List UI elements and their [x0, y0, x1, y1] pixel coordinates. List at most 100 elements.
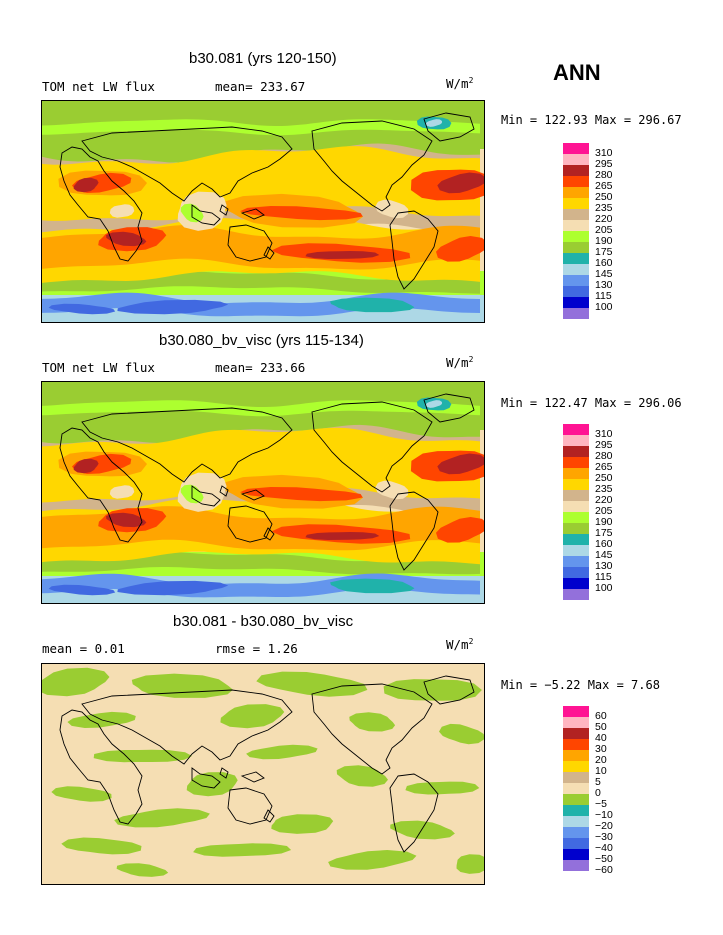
colorbar-swatch: [563, 187, 589, 198]
colorbar-tick-label: 20: [595, 754, 607, 766]
colorbar-swatch: [563, 253, 589, 264]
coastline: [240, 208, 265, 220]
coastline: [81, 689, 293, 765]
panel3-minmax: Min = −5.22 Max = 7.68: [501, 678, 660, 692]
coastline: [389, 491, 439, 571]
colorbar-tick-label: 250: [595, 472, 613, 484]
panel2-mean-label: mean= 233.66: [215, 360, 306, 375]
panel2-field-label: TOM net LW flux: [42, 360, 155, 375]
colorbar-swatch: [563, 534, 589, 545]
coastline: [191, 767, 221, 789]
colorbar-tick-label: 60: [595, 710, 607, 722]
colorbar-swatch: [563, 479, 589, 490]
colorbar-tick-label: 190: [595, 516, 613, 528]
coastline: [191, 204, 221, 226]
colorbar-tick-label: 10: [595, 765, 607, 777]
colorbar-swatch: [563, 220, 589, 231]
colorbar-tick-label: 205: [595, 224, 613, 236]
colorbar-swatch: [563, 176, 589, 187]
colorbar-swatch: [563, 706, 589, 717]
colorbar-tick-label: 100: [595, 582, 613, 594]
colorbar-tick-label: 50: [595, 721, 607, 733]
coastline: [59, 427, 143, 543]
colorbar-tick-label: 310: [595, 147, 613, 159]
coastline: [219, 204, 229, 216]
panel3-mean-label: mean = 0.01: [42, 641, 125, 656]
coastline: [263, 527, 275, 541]
colorbar-tick-label: 130: [595, 560, 613, 572]
colorbar-swatch: [563, 838, 589, 849]
colorbar-tick-label: 295: [595, 439, 613, 451]
coastline: [81, 407, 293, 483]
colorbar-swatch: [563, 468, 589, 479]
colorbar-swatch: [563, 308, 589, 319]
panel2-title: b30.080_bv_visc (yrs 115-134): [159, 332, 364, 349]
panel2-map: [41, 381, 485, 604]
coastline: [59, 709, 143, 825]
colorbar-swatch: [563, 209, 589, 220]
colorbar-swatch: [563, 567, 589, 578]
colorbar-tick-label: 220: [595, 213, 613, 225]
colorbar-swatch: [563, 286, 589, 297]
colorbar-swatch: [563, 490, 589, 501]
colorbar-tick-label: 130: [595, 279, 613, 291]
colorbar-swatch: [563, 589, 589, 600]
panel1-field-label: TOM net LW flux: [42, 79, 155, 94]
colorbar-swatch: [563, 783, 589, 794]
panel3-rmse-label: rmse = 1.26: [215, 641, 298, 656]
coastline: [423, 393, 475, 423]
colorbar-swatch: [563, 198, 589, 209]
colorbar-tick-label: 145: [595, 549, 613, 561]
colorbar-tick-label: 0: [595, 787, 601, 799]
colorbar-swatch: [563, 761, 589, 772]
colorbar-tick-label: 265: [595, 461, 613, 473]
coastline: [423, 112, 475, 142]
panel2-units: W/m2: [446, 355, 474, 371]
colorbar-tick-label: 280: [595, 450, 613, 462]
panel3-map: [41, 663, 485, 885]
colorbar-tick-label: 30: [595, 743, 607, 755]
colorbar-swatch: [563, 435, 589, 446]
colorbar-tick-label: −30: [595, 831, 613, 843]
panel3-title: b30.081 - b30.080_bv_visc: [173, 613, 354, 630]
coastline: [311, 401, 433, 493]
season-label: ANN: [553, 60, 601, 85]
colorbar-swatch: [563, 297, 589, 308]
panel1-colorbar: 310 295 280 265 250 235 220 205 190 175 160 145 130 1…: [563, 143, 613, 319]
panel2-map-svg: [42, 382, 484, 603]
colorbar-tick-label: 175: [595, 527, 613, 539]
coastline: [389, 210, 439, 290]
coastline: [81, 126, 293, 202]
colorbar-tick-label: 295: [595, 158, 613, 170]
colorbar-swatch: [563, 424, 589, 435]
colorbar-swatch: [563, 849, 589, 860]
colorbar-swatch: [563, 794, 589, 805]
colorbar-swatch: [563, 457, 589, 468]
colorbar-swatch: [563, 578, 589, 589]
coastline: [240, 771, 265, 783]
colorbar-swatch: [563, 860, 589, 871]
panel1-mean-label: mean= 233.67: [215, 79, 306, 94]
panel3-map-svg: [42, 664, 484, 884]
coastline: [311, 120, 433, 212]
colorbar-tick-label: 235: [595, 202, 613, 214]
coastline: [227, 224, 273, 262]
colorbar-tick-label: 160: [595, 257, 613, 269]
colorbar-tick-label: 265: [595, 180, 613, 192]
colorbar-tick-label: 145: [595, 268, 613, 280]
coastline: [227, 505, 273, 543]
panel1-map: [41, 100, 485, 323]
coastline: [59, 146, 143, 262]
colorbar-tick-label: 205: [595, 505, 613, 517]
colorbar-tick-label: 280: [595, 169, 613, 181]
colorbar-swatch: [563, 275, 589, 286]
colorbar-swatch: [563, 446, 589, 457]
colorbar-tick-label: −60: [595, 864, 613, 876]
colorbar-tick-label: 40: [595, 732, 607, 744]
colorbar-swatch: [563, 501, 589, 512]
panel1-map-svg: [42, 101, 484, 322]
colorbar-swatch: [563, 523, 589, 534]
colorbar-tick-label: 220: [595, 494, 613, 506]
colorbar-swatch: [563, 242, 589, 253]
colorbar-tick-label: −20: [595, 820, 613, 832]
